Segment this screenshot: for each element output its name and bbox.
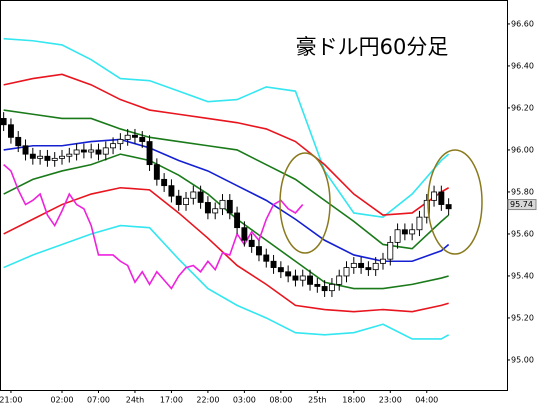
overlay-line — [3, 164, 304, 290]
candle-body — [117, 139, 124, 145]
x-tick-label: 04:00 — [415, 396, 438, 405]
candle-body — [110, 143, 117, 149]
candle-body — [219, 199, 226, 210]
candle-body — [197, 191, 204, 203]
chart-title: 豪ドル円60分足 — [296, 35, 449, 59]
plot-area — [0, 37, 452, 340]
candle-body — [51, 157, 58, 161]
price-label: 95.74 — [510, 200, 533, 209]
candle-body — [73, 149, 80, 155]
highlight-ellipse — [427, 149, 483, 255]
overlay-line — [3, 224, 450, 340]
y-tick-label: 95.60 — [511, 229, 534, 238]
candle-body — [248, 239, 255, 247]
candle-body — [380, 258, 386, 264]
candle-body — [139, 136, 146, 142]
candle-body — [241, 227, 248, 241]
candle-body — [372, 262, 379, 271]
x-tick-label: 25th — [308, 396, 326, 405]
candle-body — [15, 136, 22, 147]
candle-body — [66, 153, 73, 157]
candle-body — [343, 267, 350, 277]
x-tick-label: 23:00 — [379, 396, 402, 405]
candle-body — [22, 145, 29, 155]
overlay-line — [3, 138, 450, 263]
candle-body — [59, 155, 65, 159]
candle-body — [336, 275, 343, 285]
candle-body — [102, 147, 109, 155]
candle-body — [350, 262, 357, 268]
y-tick-label: 95.00 — [511, 355, 534, 364]
candle-body — [307, 275, 313, 285]
candle-body — [190, 191, 197, 199]
candle-body — [80, 149, 87, 153]
y-tick-label: 96.40 — [511, 61, 534, 70]
x-tick-label: 02:00 — [50, 396, 73, 405]
y-tick-label: 95.80 — [511, 187, 534, 196]
candle-body — [409, 229, 416, 235]
candle-body — [29, 153, 36, 159]
candle-body — [445, 204, 452, 210]
price-label-box — [507, 199, 537, 211]
y-tick-label: 96.20 — [511, 103, 534, 112]
candle-body — [124, 134, 131, 140]
x-tick-label: 21:00 — [0, 396, 22, 405]
candle-body — [416, 216, 423, 231]
candle-body — [365, 267, 372, 271]
overlay-line — [3, 73, 450, 216]
x-tick-label: 07:00 — [87, 396, 110, 405]
x-tick-label: 22:00 — [196, 396, 219, 405]
candle-body — [285, 271, 292, 277]
candle-body — [212, 208, 219, 214]
candle-body — [438, 191, 445, 205]
x-tick-label: 24th — [126, 396, 144, 405]
x-tick-label: 17:00 — [160, 396, 183, 405]
y-tick-label: 95.40 — [511, 271, 534, 280]
candle-body — [358, 262, 365, 268]
candle-body — [401, 229, 408, 235]
candle-body — [44, 155, 51, 161]
y-tick-label: 96.60 — [511, 19, 534, 28]
overlay-line — [3, 37, 450, 218]
candle-body — [226, 199, 233, 214]
candle-body — [175, 195, 182, 205]
highlight-ellipse — [279, 152, 331, 254]
candle-body — [234, 212, 241, 229]
candle-body — [183, 197, 189, 205]
candle-body — [88, 149, 95, 153]
candle-body — [7, 124, 14, 138]
candle-body — [168, 185, 175, 197]
candle-body — [299, 275, 306, 281]
candle-body — [431, 191, 438, 201]
candle-body — [95, 149, 102, 155]
candle-body — [132, 134, 138, 138]
candle-body — [153, 164, 160, 180]
candle-body — [256, 246, 262, 256]
candle-body — [161, 178, 168, 187]
candle-body — [314, 283, 321, 287]
candle-body — [292, 275, 299, 281]
y-tick-label: 96.00 — [511, 145, 534, 154]
y-tick-label: 95.20 — [511, 313, 534, 322]
candle-body — [328, 283, 335, 292]
x-tick-label: 08:00 — [269, 396, 292, 405]
x-tick-label: 03:00 — [233, 396, 256, 405]
candle-body — [37, 155, 44, 159]
candle-body — [387, 241, 394, 260]
candle-body — [204, 202, 211, 214]
candle-body — [0, 118, 7, 126]
candle-body — [270, 260, 277, 268]
candle-body — [423, 199, 430, 218]
candle-body — [277, 267, 284, 273]
candle-body — [394, 229, 401, 243]
candle-body — [321, 286, 328, 292]
candle-body — [146, 141, 153, 166]
candle-body — [263, 254, 270, 262]
x-tick-label: 18:00 — [342, 396, 365, 405]
overlay-line — [3, 186, 449, 313]
